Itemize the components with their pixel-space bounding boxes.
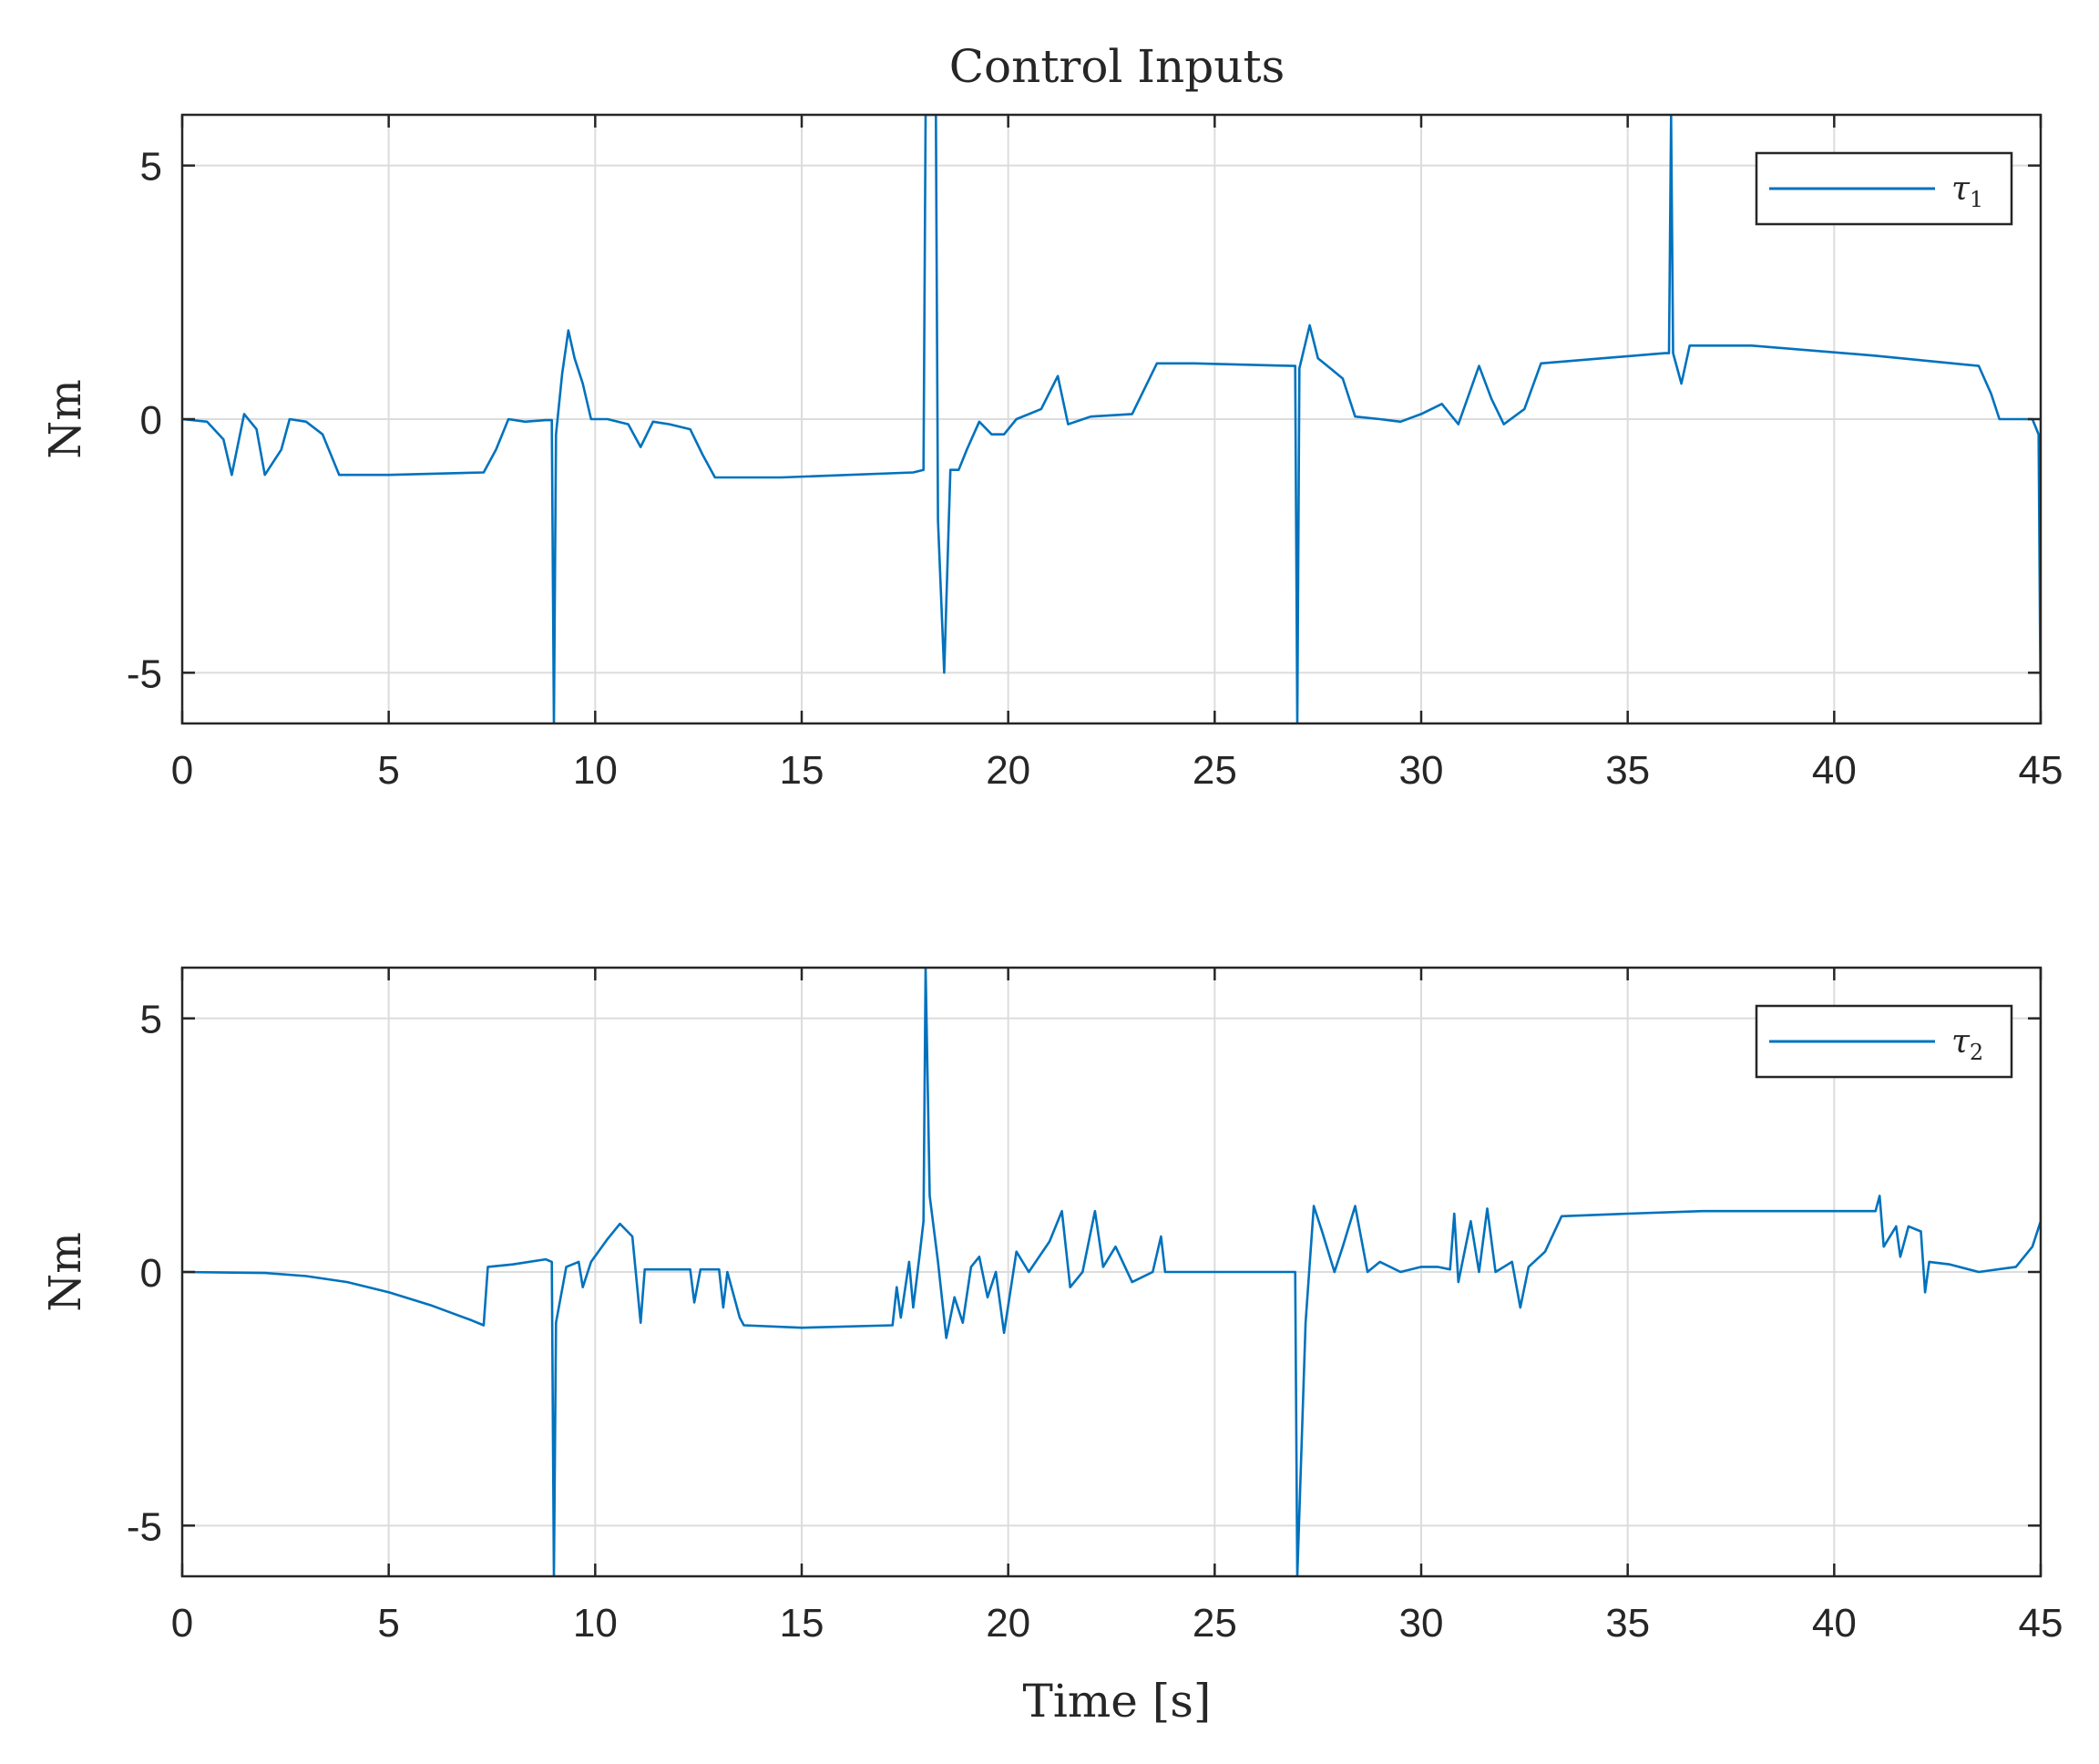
x-tick-label: 0 [171,1601,193,1646]
y-tick-label: -5 [127,1504,162,1549]
x-tick-label: 30 [1399,748,1444,793]
plots-group: 0 5 10 15 20 25 30 35 40 45 -5 0 5 Nm τ1 0 5 10 15 20 25 30 35… [40,113,2063,1646]
x-tick-label: 35 [1605,748,1650,793]
x-tick-label: 10 [573,748,618,793]
x-tick-label: 30 [1399,1601,1444,1646]
x-tick-label: 35 [1605,1601,1650,1646]
x-tick-label: 5 [377,748,399,793]
x-tick-label: 45 [2019,748,2063,793]
y-tick-label: 5 [140,145,162,190]
legend: τ2 [1755,1004,2013,1079]
subplot-1: 0 5 10 15 20 25 30 35 40 45 -5 0 5 Nm τ1 [40,113,2063,793]
x-axis-label: Time [s] [1023,1675,1212,1728]
x-tick-label: 20 [986,1601,1030,1646]
y-tick-label: 0 [140,1251,162,1296]
figure-title: Control Inputs [949,40,1285,93]
y-axis-label: Nm [40,379,91,459]
x-tick-label: 0 [171,748,193,793]
series-line-tau1 [182,115,2041,723]
y-tick-label: 5 [140,998,162,1042]
y-tick-label: -5 [127,651,162,696]
x-tick-label: 25 [1193,748,1237,793]
x-tick-label: 20 [986,748,1030,793]
x-tick-label: 10 [573,1601,618,1646]
y-tick-label: 0 [140,398,162,443]
series-line-tau2 [182,968,2041,1576]
x-tick-label: 40 [1812,748,1857,793]
x-tick-label: 40 [1812,1601,1857,1646]
subplot-2: 0 5 10 15 20 25 30 35 40 45 -5 0 5 Nm τ2 [40,966,2063,1646]
x-tick-label: 15 [780,748,824,793]
legend-label: τ2 [1951,1023,1983,1065]
legend-label: τ1 [1951,170,1983,212]
legend: τ1 [1755,151,2013,226]
y-axis-label: Nm [40,1232,91,1312]
x-tick-label: 5 [377,1601,399,1646]
x-tick-label: 25 [1193,1601,1237,1646]
x-tick-label: 45 [2019,1601,2063,1646]
x-tick-label: 15 [780,1601,824,1646]
